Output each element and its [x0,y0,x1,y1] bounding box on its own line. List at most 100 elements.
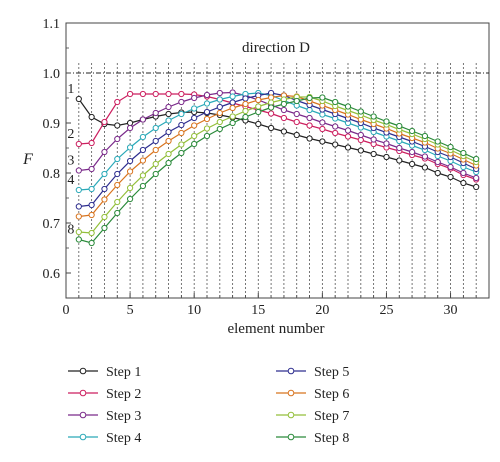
data-point [139,133,147,141]
data-point [242,107,249,115]
data-point [191,140,198,148]
data-point [370,136,377,143]
data-point [357,108,364,115]
data-point [165,128,172,136]
data-point [139,172,147,179]
data-point [332,123,339,130]
legend-label: Step 6 [314,387,349,402]
legend-label: Step 4 [106,431,141,446]
data-point [191,132,198,140]
data-point [447,173,454,181]
series-line [78,93,477,181]
data-point [203,132,211,140]
series-step-5 [75,89,480,210]
data-point [101,196,108,203]
data-point [242,113,249,121]
data-point [319,119,326,126]
data-point [126,144,134,151]
series-step-3 [75,89,480,182]
data-point [460,179,467,187]
series-step-1 [75,95,480,191]
x-tick-label: 0 [63,303,70,318]
data-point [421,164,429,171]
series-step-8 [75,94,480,247]
chart-annotation: direction D [242,40,310,56]
x-tick-label: 30 [444,303,458,318]
series-line [78,96,477,244]
data-point [139,90,147,98]
data-point [267,110,275,117]
data-point [267,99,275,106]
data-point [280,128,288,135]
data-point [306,94,313,102]
data-point [88,229,95,237]
data-point [344,127,352,134]
data-point [178,90,185,98]
data-point [383,153,390,161]
data-point [216,103,223,111]
data-point [178,110,185,118]
x-tick-label: 25 [379,303,393,318]
data-point [473,174,480,182]
legend-item: Step 5 [276,365,349,380]
data-point [114,181,121,189]
data-point [306,114,313,122]
data-point [152,170,159,178]
data-point [203,100,211,107]
data-point [344,103,352,110]
data-point [126,184,134,192]
data-point [139,157,147,164]
data-point [216,89,223,97]
x-tick-label: 20 [315,303,329,318]
legend-label: Step 7 [314,409,349,424]
data-point [101,213,108,221]
data-point [88,139,95,147]
data-point [152,124,159,132]
data-point [152,146,159,154]
data-point [139,116,147,123]
data-point [165,137,172,145]
data-point [216,125,223,133]
data-point [293,97,300,105]
data-point [319,94,326,101]
data-point [114,135,121,143]
data-point [242,95,249,102]
legend-item: Step 3 [68,409,141,424]
legend: Step 1 Step 2 Step 3 Step 4 Step 5 Step 6 Step… [68,365,349,446]
data-point [319,138,326,145]
data-point [306,106,313,114]
data-point [126,195,134,203]
legend-swatch-marker [79,367,87,375]
curve-label: 3 [67,154,74,169]
data-point [75,167,82,174]
data-point [165,110,172,118]
data-point [114,170,121,178]
data-point [408,127,416,135]
y-tick-label: 0.6 [43,267,61,282]
data-point [165,90,172,98]
data-point [216,118,223,126]
data-point [255,120,262,128]
data-point [229,99,236,106]
y-tick-label: 1.1 [43,17,61,32]
data-point [421,153,429,160]
legend-swatch-marker [79,411,87,419]
data-point [255,96,262,104]
data-point [178,121,185,129]
legend-item: Step 2 [68,387,141,402]
data-point [88,211,95,219]
data-point [344,133,352,140]
data-point [306,135,313,142]
data-point [370,113,377,120]
plot-area: direction D 1 2 3 4 8 [65,22,490,299]
data-point [332,141,339,148]
data-point [203,91,211,99]
data-point [191,94,198,102]
curve-label: 2 [67,127,74,142]
data-point [203,125,211,132]
legend-swatch-marker [287,367,295,375]
data-point [75,140,82,148]
x-axis: 0 5 10 15 20 25 30 [63,293,477,318]
data-point [126,119,134,127]
